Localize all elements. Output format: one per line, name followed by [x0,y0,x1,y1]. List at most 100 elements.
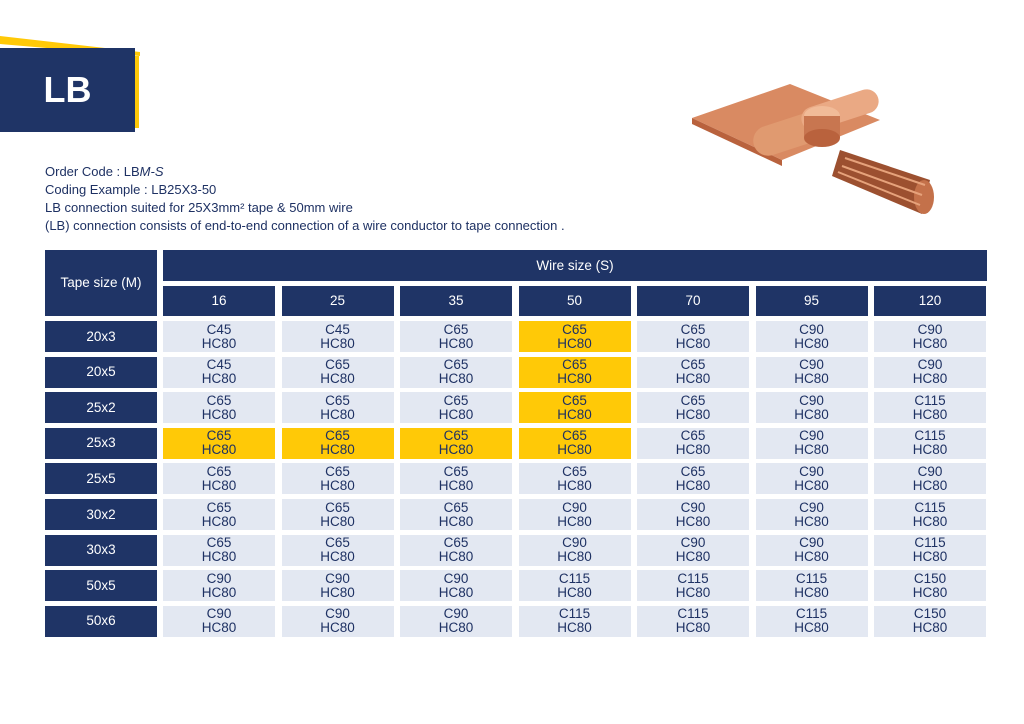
cell-text: C90 [206,606,232,622]
cell-text: HC80 [557,620,592,636]
table-cell: C65 HC80 [163,499,275,530]
table-cell: C65 HC80 [163,392,275,424]
table-cell: C65 HC80 [281,392,394,424]
row-label: 20x3 [45,321,157,352]
cell-text: C65 [562,463,587,479]
table-cell: C90 HC80 [874,356,986,388]
cell-text: C65 [325,428,350,444]
table-cell: C90 HC80 [281,570,394,602]
cell-text: C115 [914,428,946,444]
table-cell: C90 HC80 [755,463,868,495]
cell-text: C65 [680,428,706,444]
row-label: 25x5 [45,463,157,495]
cell-text: C65 [325,357,350,373]
cell-text: HC80 [320,335,355,351]
cell-text: C115 [677,606,709,622]
row-label: 50x5 [45,570,157,602]
cell-text: C90 [206,570,232,586]
table-cell: C90 HC80 [163,570,275,602]
cell-text: C90 [443,570,469,586]
table-cell: C90 HC80 [755,321,868,352]
cell-text: C90 [799,499,824,515]
table-cell: C65 HC80 [400,392,512,424]
table-cell: C90 HC80 [874,321,986,352]
table-cell: C150 HC80 [874,570,986,602]
table-cell: C65 HC80 [163,534,275,566]
cell-text: HC80 [438,513,474,529]
table-cell: C65 HC80 [400,499,512,530]
cell-text: HC80 [557,406,592,422]
cell-text: HC80 [794,513,829,529]
cell-text: C115 [558,606,591,622]
table-cell: C65 HC80 [518,463,631,495]
cell-text: HC80 [912,477,948,493]
cell-text: C115 [914,535,946,551]
cell-text: C65 [206,499,232,515]
cell-text: C65 [443,499,469,515]
cell-text: HC80 [438,406,474,422]
cell-text: HC80 [320,406,355,422]
column-header: 70 [637,286,749,316]
order-code-suffix: M-S [139,164,164,179]
decor [0,36,934,214]
order-code: Order Code : LBM-S [45,163,164,181]
cell-text: C65 [325,535,350,551]
cell-text: HC80 [201,335,237,351]
table-cell: C65 HC80 [281,356,394,388]
table-cell: C65 HC80 [518,427,631,459]
cell-text: HC80 [675,513,711,529]
cell-text: C65 [206,535,232,551]
cell-text: HC80 [675,549,711,565]
cell-text: C90 [799,321,824,337]
cell-text: C65 [562,357,587,373]
cell-text: C90 [799,392,824,408]
description-line: (LB) connection consists of end-to-end c… [45,218,565,233]
table-cell: C45 HC80 [281,321,394,352]
row-label: 20x5 [45,356,157,388]
cell-text: HC80 [794,371,829,387]
cell-text: C90 [917,463,943,479]
table-cell: C90 HC80 [755,356,868,388]
cell-text: C65 [325,463,350,479]
column-header: 50 [518,286,631,316]
cell-text: HC80 [201,584,237,600]
cell-text: HC80 [557,335,592,351]
cell-text: C65 [206,428,232,444]
cell-text: HC80 [675,371,711,387]
cell-text: C45 [325,321,350,337]
table-cell: C65 HC80 [637,321,749,352]
table-cell: C65 HC80 [518,356,631,388]
cell-text: HC80 [438,620,474,636]
cell-text: HC80 [320,371,355,387]
cell-text: C65 [443,392,469,408]
order-code-prefix: Order Code : LB [45,164,140,179]
cell-text: HC80 [794,620,829,636]
cell-text: C65 [562,392,587,408]
table-cell: C115 HC80 [874,534,986,566]
cell-text: C90 [799,428,824,444]
cell-text: HC80 [201,549,237,565]
table-cell: C90 HC80 [518,499,631,530]
cell-text: C115 [558,570,591,586]
table-cell: C115 HC80 [518,570,631,602]
table-cell: C150 HC80 [874,605,986,637]
cell-text: HC80 [201,513,237,529]
cell-text: HC80 [912,442,948,458]
cell-text: HC80 [320,442,355,458]
row-header: Tape size (M) [45,250,157,316]
cell-text: HC80 [675,335,711,351]
cell-text: HC80 [912,620,948,636]
table-cell: C65 HC80 [400,427,512,459]
cell-text: C90 [799,463,824,479]
row-label: 30x3 [45,534,157,566]
cell-text: HC80 [320,584,355,600]
cell-text: HC80 [912,371,948,387]
table-cell: C65 HC80 [281,499,394,530]
table-cell: C90 HC80 [874,463,986,495]
cell-text: HC80 [557,477,592,493]
cell-text: HC80 [675,620,711,636]
cell-text: HC80 [320,620,355,636]
cell-text: HC80 [557,513,592,529]
cell-text: HC80 [675,584,711,600]
cell-text: HC80 [794,442,829,458]
